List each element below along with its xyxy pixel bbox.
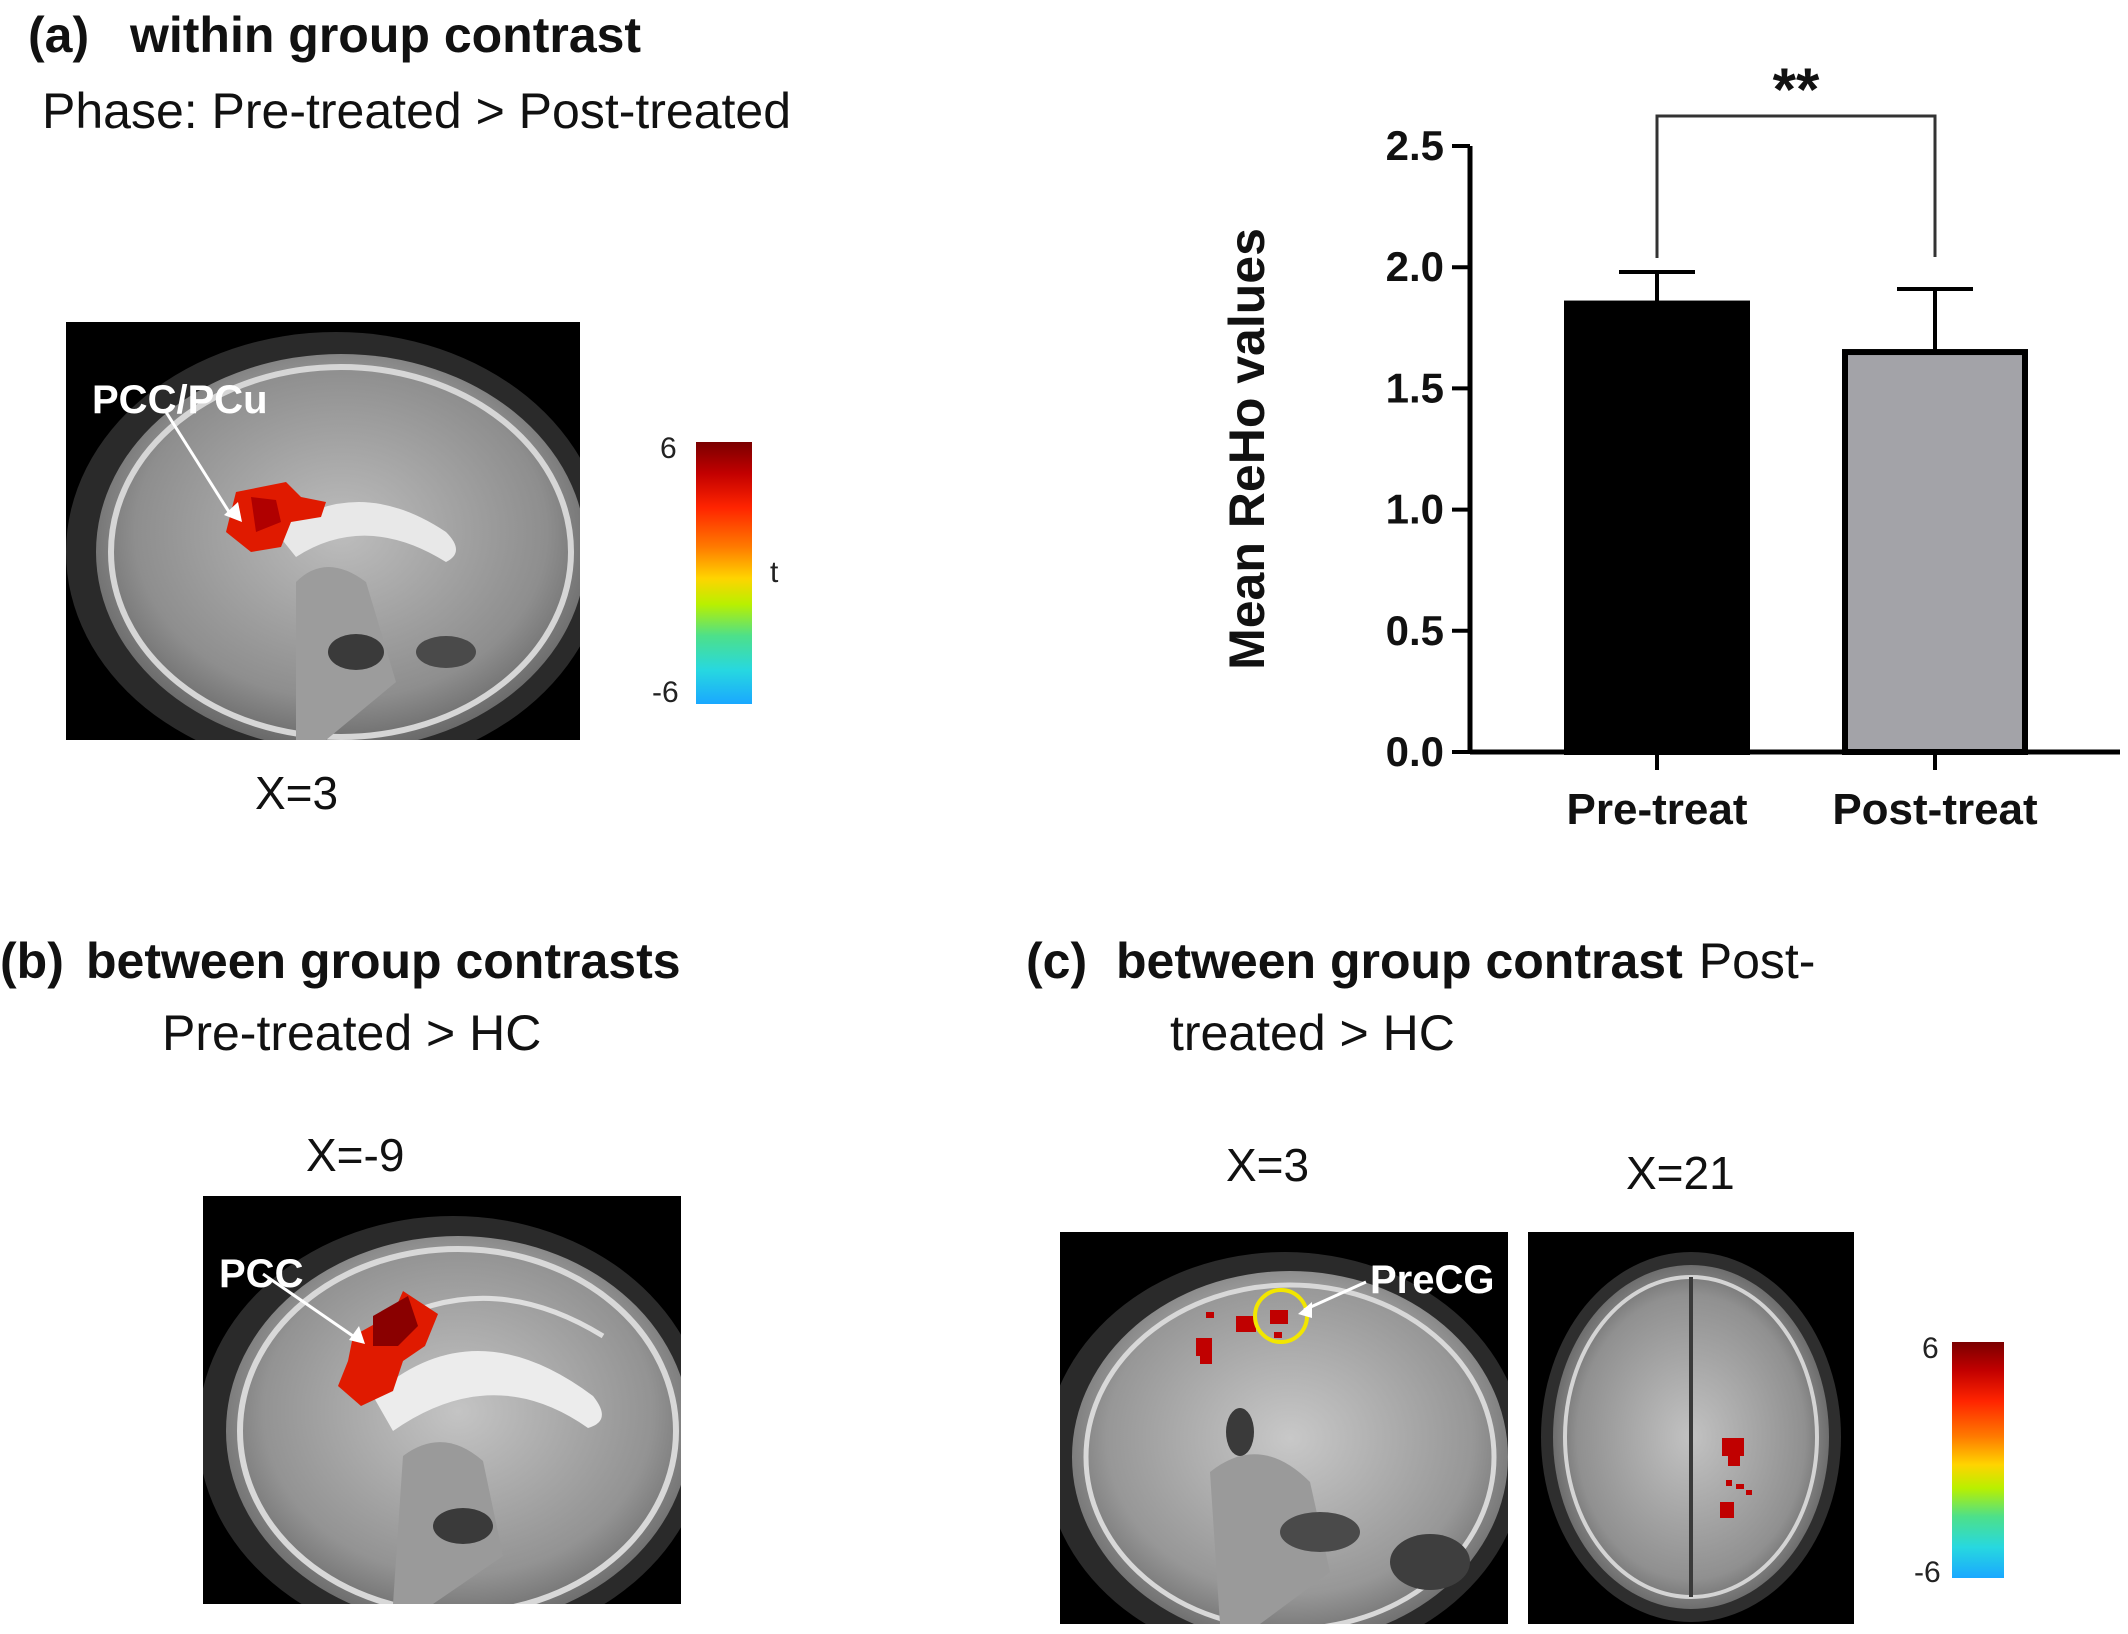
- brain-image-a: PCC/PCu: [66, 322, 580, 740]
- coordinate-c-1: X=3: [1226, 1139, 1310, 1191]
- bar-post-treat: [1842, 349, 2028, 755]
- coordinate-c-2: X=21: [1626, 1147, 1735, 1199]
- x-tick-label: Pre-treat: [1567, 785, 1748, 834]
- region-label-precg: PreCG: [1370, 1258, 1495, 1302]
- significance-label: **: [1773, 56, 1820, 123]
- panel-c-label: (c): [1026, 933, 1088, 989]
- colorbar-c-min: -6: [1914, 1556, 1941, 1589]
- colorbar-a: [696, 442, 752, 704]
- reho-bar-chart: 0.0 0.5 1.0 1.5 2.0 2.5 Mean ReHo values Pre-tr…: [1219, 56, 2120, 834]
- y-tick-label: 2.0: [1386, 243, 1444, 290]
- region-label-pcc: PCC: [219, 1252, 304, 1296]
- brain-image-c-sagittal: PreCG: [1060, 1232, 1508, 1624]
- brain-image-b: PCC: [203, 1196, 681, 1604]
- colorbar-c-max: 6: [1922, 1332, 1939, 1365]
- y-tick-label: 1.0: [1386, 486, 1444, 533]
- y-tick-label: 0.0: [1386, 728, 1444, 775]
- colorbar-a-variable: t: [770, 556, 779, 589]
- colorbar-c: [1952, 1342, 2004, 1578]
- bar-pre-treat: [1564, 300, 1750, 755]
- panel-a-label: (a): [28, 7, 90, 63]
- region-label-pcc-pcu: PCC/PCu: [92, 378, 268, 422]
- panel-b-label: (b): [0, 933, 64, 989]
- significance-bracket: [1655, 114, 1937, 259]
- panel-a-title: within group contrast: [130, 7, 642, 63]
- coordinate-b: X=-9: [306, 1129, 405, 1181]
- panel-b-title: between group contrasts: [86, 933, 681, 989]
- y-tick-label: 2.5: [1386, 122, 1444, 169]
- panel-c-title: between group contrast Post-: [1116, 932, 1815, 990]
- colorbar-a-max: 6: [660, 432, 677, 465]
- panel-b-subtitle: Pre-treated > HC: [162, 1005, 542, 1061]
- brain-image-c-axial: [1528, 1232, 1854, 1624]
- y-tick-label: 0.5: [1386, 607, 1444, 654]
- y-tick-label: 1.5: [1386, 364, 1444, 411]
- panel-c-title-bold: between group contrast: [1116, 933, 1683, 989]
- y-axis-label: Mean ReHo values: [1219, 228, 1275, 670]
- coordinate-a: X=3: [255, 767, 339, 819]
- panel-c-title-tail: Post-: [1698, 933, 1816, 989]
- panel-c-subtitle: treated > HC: [1170, 1005, 1455, 1061]
- panel-a-subtitle: Phase: Pre-treated > Post-treated: [42, 83, 792, 139]
- x-tick-label: Post-treat: [1832, 785, 2038, 834]
- colorbar-a-min: -6: [652, 676, 679, 709]
